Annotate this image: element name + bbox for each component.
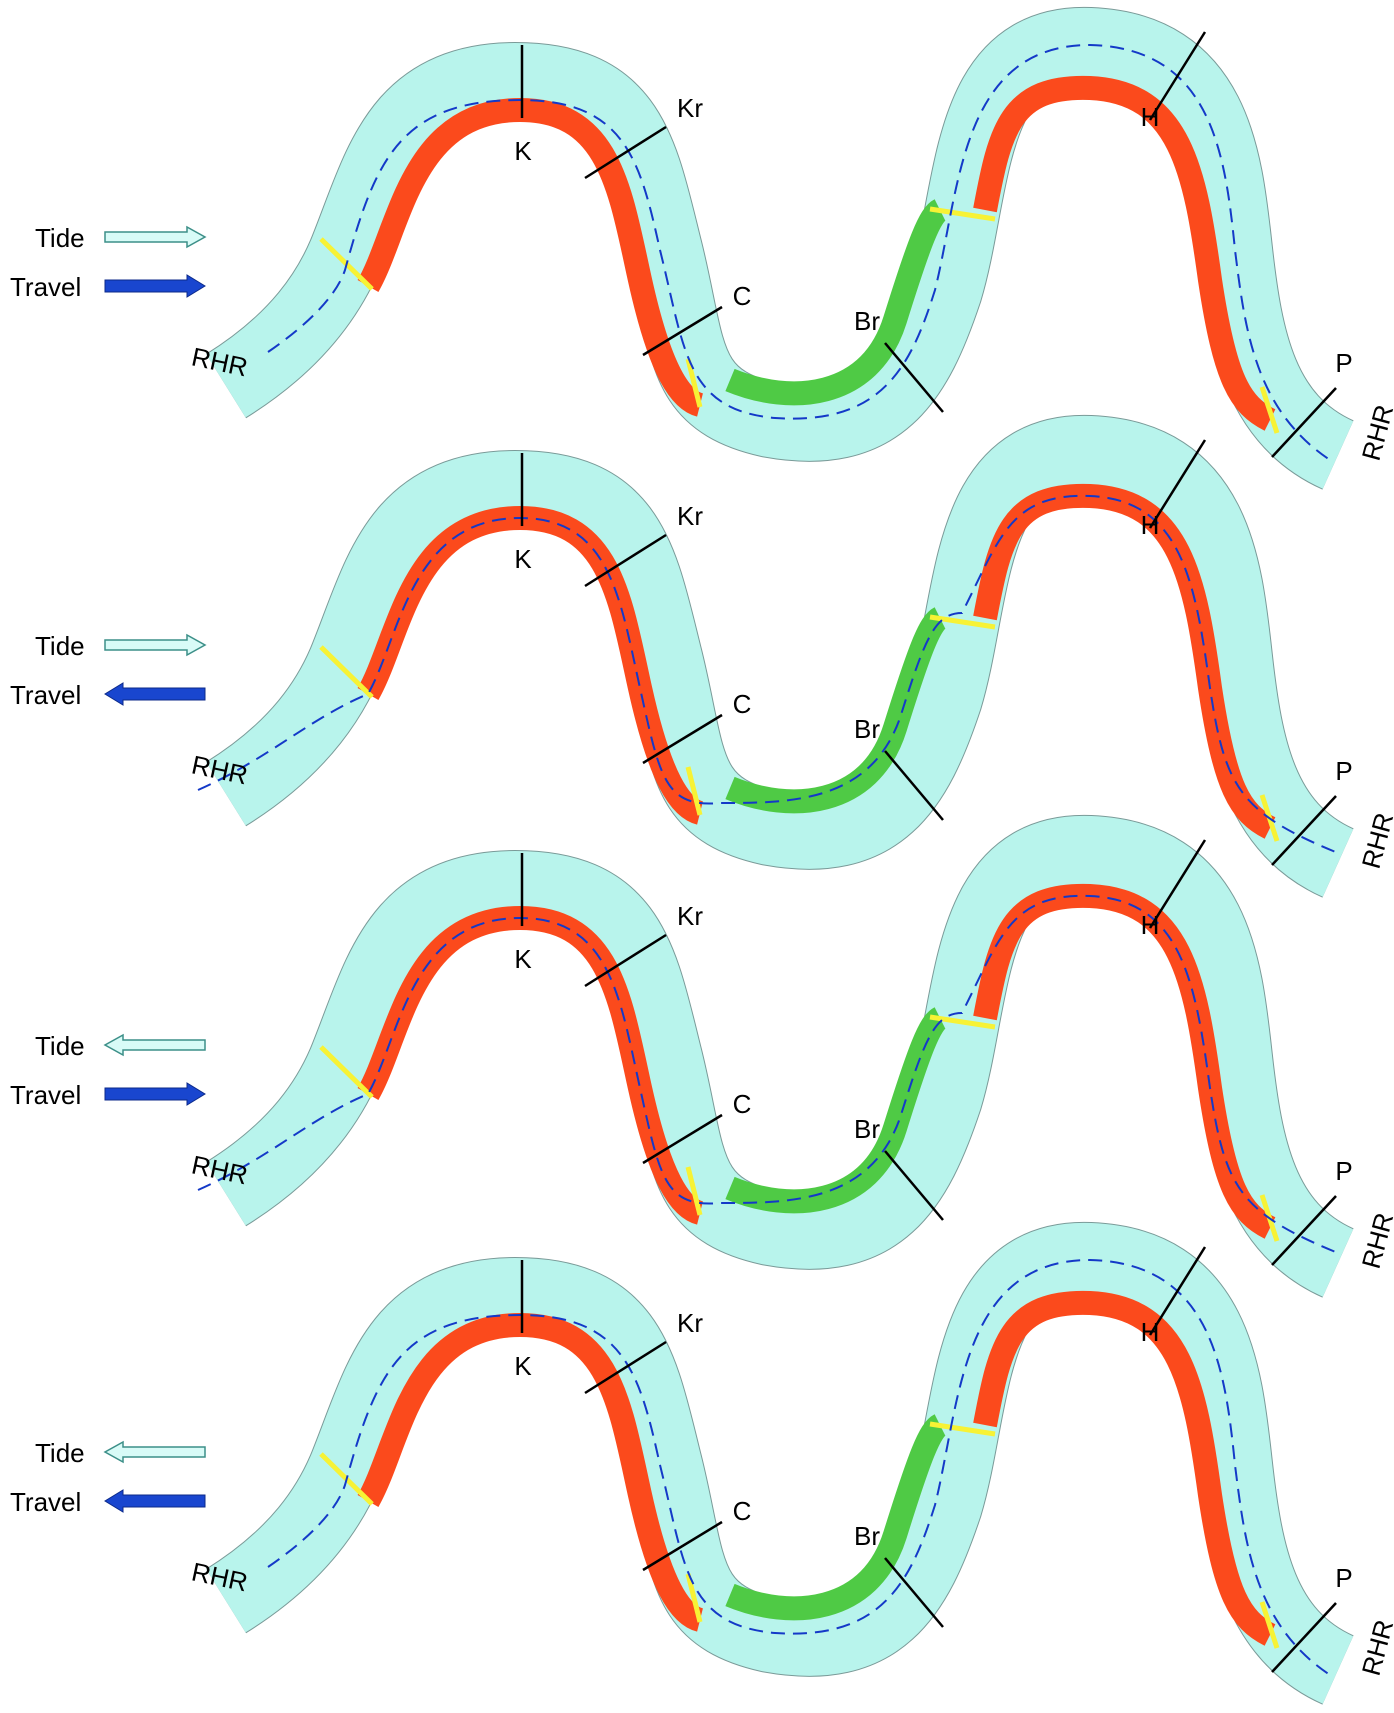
station-label-c: C bbox=[733, 281, 752, 311]
section-marker-br bbox=[884, 1150, 944, 1221]
zone-boundary bbox=[929, 1421, 996, 1437]
travel-arrow-icon bbox=[104, 1489, 206, 1513]
station-label-rhr-east: RHR bbox=[1356, 1616, 1394, 1678]
river-channel bbox=[205, 815, 1355, 1297]
tide-arrow-icon bbox=[103, 1033, 206, 1057]
station-label-k: K bbox=[514, 1351, 532, 1381]
station-label-c: C bbox=[733, 1496, 752, 1526]
station-label-c: C bbox=[733, 1089, 752, 1119]
tide-arrow-icon bbox=[103, 1440, 206, 1464]
section-marker-c bbox=[642, 1520, 723, 1572]
zone-boundary bbox=[929, 614, 996, 630]
station-label-br: Br bbox=[854, 1521, 880, 1551]
section-marker-p bbox=[1271, 1602, 1337, 1673]
station-label-kr: Kr bbox=[677, 1308, 703, 1338]
tide-label: Tide bbox=[35, 223, 85, 253]
station-label-h: H bbox=[1141, 510, 1160, 540]
station-label-br: Br bbox=[854, 714, 880, 744]
zone-boundary bbox=[685, 1166, 703, 1216]
red-zone-west bbox=[357, 97, 704, 417]
station-label-kr: Kr bbox=[677, 901, 703, 931]
zone-boundary bbox=[685, 1573, 703, 1623]
section-marker-c bbox=[642, 713, 723, 765]
travel-arrow-icon bbox=[104, 682, 206, 706]
station-label-p: P bbox=[1335, 756, 1352, 786]
station-label-h: H bbox=[1141, 1317, 1160, 1347]
station-label-br: Br bbox=[854, 1114, 880, 1144]
section-marker-kr bbox=[584, 933, 667, 988]
section-marker-br bbox=[884, 1557, 944, 1628]
tide-label: Tide bbox=[35, 1031, 85, 1061]
section-marker-p bbox=[1271, 795, 1337, 866]
station-label-rhr-east: RHR bbox=[1356, 401, 1394, 463]
section-marker-c bbox=[642, 1113, 723, 1165]
travel-label: Travel bbox=[10, 680, 81, 710]
section-marker-h bbox=[1148, 1246, 1207, 1336]
travel-label: Travel bbox=[10, 1080, 81, 1110]
green-zone bbox=[725, 199, 947, 406]
zone-boundary bbox=[1259, 386, 1280, 434]
red-zone-east bbox=[973, 1290, 1276, 1646]
section-marker-h bbox=[1148, 31, 1207, 121]
travel-label: Travel bbox=[10, 1487, 81, 1517]
section-marker-c bbox=[642, 305, 723, 357]
section-marker-kr bbox=[584, 125, 667, 180]
vessel-route-dashed bbox=[267, 43, 1331, 461]
station-label-kr: Kr bbox=[677, 93, 703, 123]
station-label-h: H bbox=[1141, 102, 1160, 132]
station-label-rhr-east: RHR bbox=[1356, 809, 1394, 871]
red-zone-west bbox=[357, 905, 704, 1225]
section-marker-p bbox=[1271, 387, 1337, 458]
tide-arrow-icon bbox=[104, 225, 207, 249]
station-label-c: C bbox=[733, 689, 752, 719]
red-zone-west bbox=[357, 1312, 704, 1632]
station-label-h: H bbox=[1141, 910, 1160, 940]
zone-boundary bbox=[1259, 1601, 1280, 1649]
station-label-kr: Kr bbox=[677, 501, 703, 531]
section-marker-p bbox=[1271, 1195, 1337, 1266]
station-label-rhr-east: RHR bbox=[1356, 1209, 1394, 1271]
vessel-route-dashed bbox=[267, 1258, 1331, 1676]
zone-boundary bbox=[319, 645, 374, 699]
zone-boundary bbox=[929, 1014, 996, 1030]
station-label-k: K bbox=[514, 944, 532, 974]
tide-label: Tide bbox=[35, 631, 85, 661]
river-channel bbox=[205, 415, 1355, 897]
zone-boundary bbox=[685, 766, 703, 816]
station-label-br: Br bbox=[854, 306, 880, 336]
section-marker-br bbox=[884, 750, 944, 821]
section-marker-h bbox=[1148, 839, 1207, 929]
zone-boundary bbox=[929, 206, 996, 222]
red-zone-east bbox=[973, 75, 1276, 431]
section-marker-kr bbox=[584, 1340, 667, 1395]
section-marker-h bbox=[1148, 439, 1207, 529]
zone-boundary bbox=[319, 1045, 374, 1099]
green-zone bbox=[725, 1414, 947, 1621]
station-label-p: P bbox=[1335, 1563, 1352, 1593]
station-label-p: P bbox=[1335, 1156, 1352, 1186]
vessel-route-dashed bbox=[197, 494, 1339, 854]
zone-boundary bbox=[685, 358, 703, 408]
station-label-k: K bbox=[514, 544, 532, 574]
red-zone-west bbox=[357, 505, 704, 825]
station-label-k: K bbox=[514, 136, 532, 166]
tide-arrow-icon bbox=[104, 633, 207, 657]
station-label-p: P bbox=[1335, 348, 1352, 378]
section-marker-kr bbox=[584, 533, 667, 588]
travel-arrow-icon bbox=[104, 274, 206, 298]
vessel-route-dashed bbox=[197, 894, 1339, 1254]
travel-label: Travel bbox=[10, 272, 81, 302]
section-marker-br bbox=[884, 342, 944, 413]
travel-arrow-icon bbox=[104, 1082, 206, 1106]
tide-label: Tide bbox=[35, 1438, 85, 1468]
